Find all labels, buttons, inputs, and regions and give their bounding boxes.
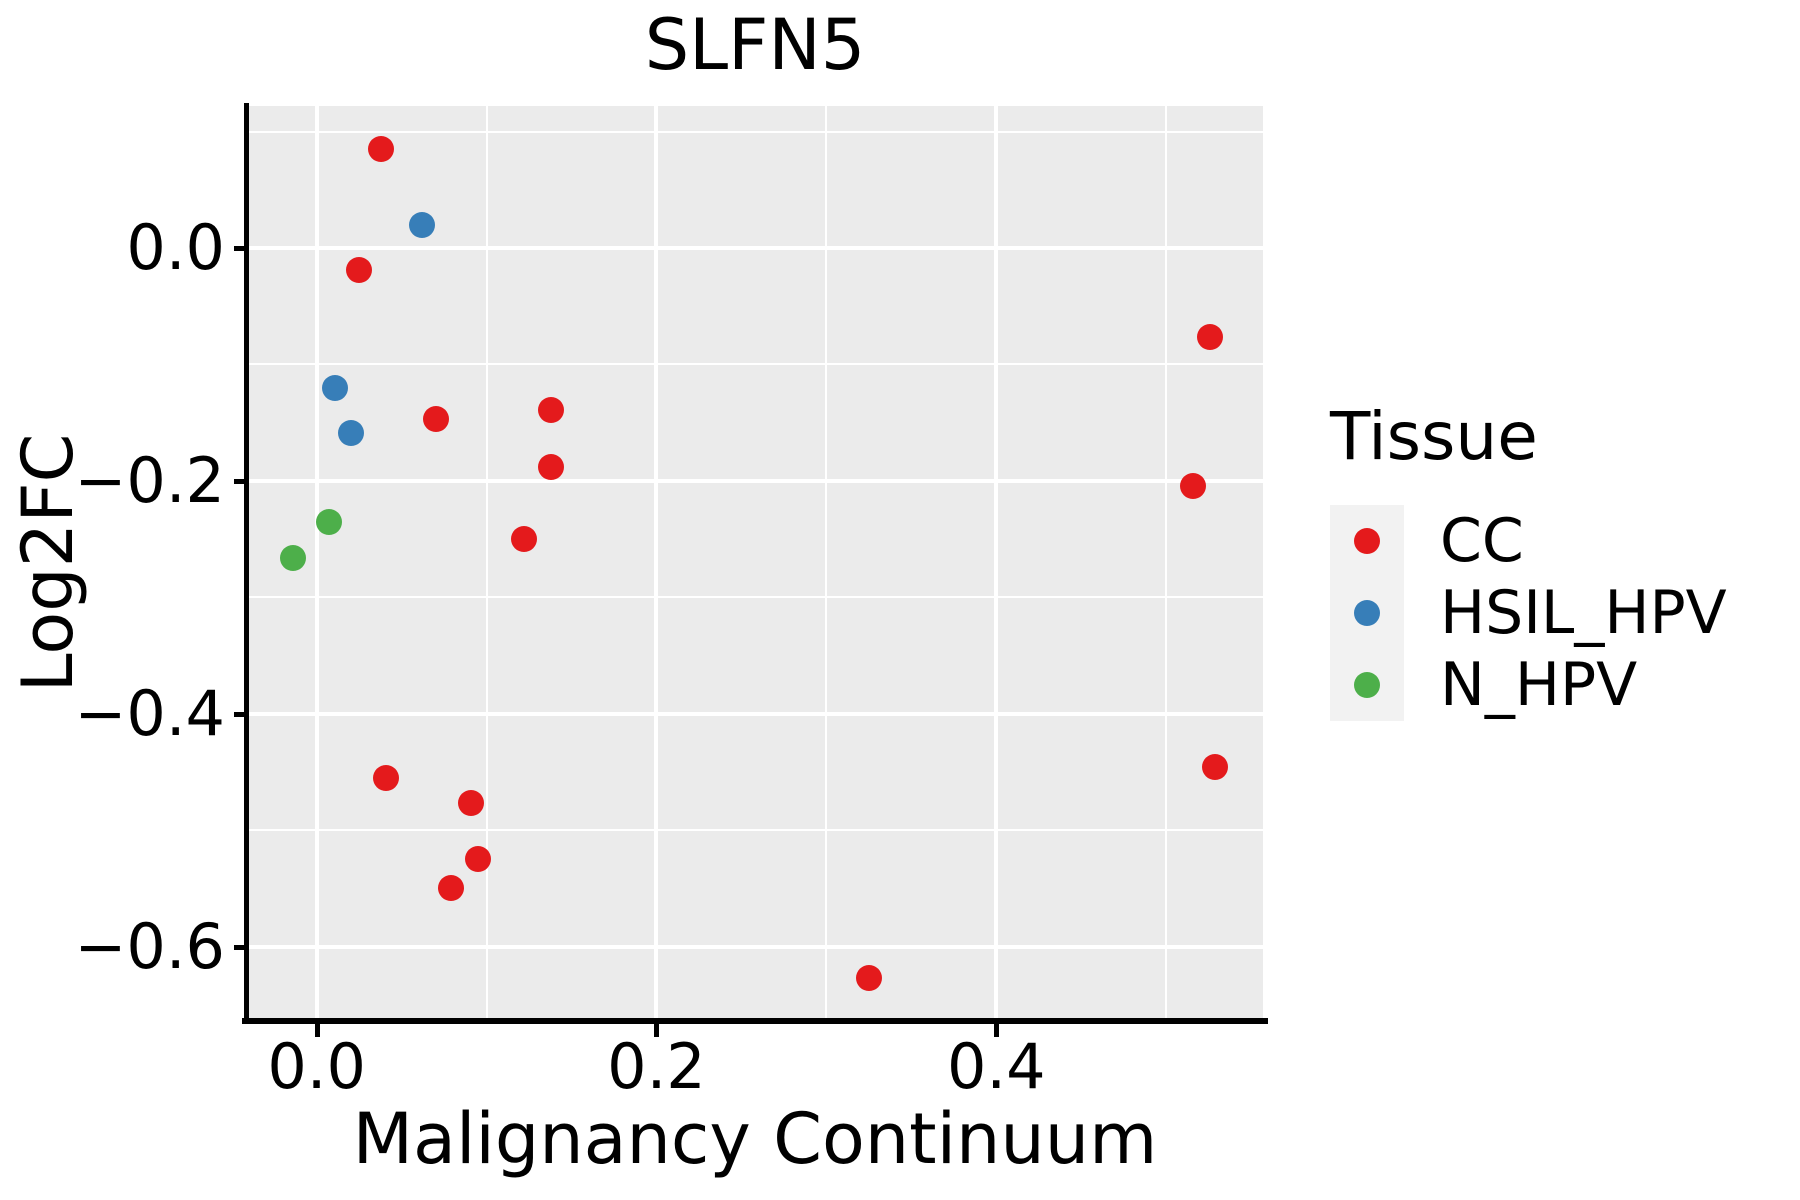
gridline-y-minor bbox=[247, 829, 1263, 832]
data-point-CC bbox=[346, 257, 373, 284]
x-tick-mark bbox=[654, 1024, 660, 1037]
x-tick-mark bbox=[994, 1024, 1000, 1037]
y-tick-mark bbox=[234, 478, 247, 484]
data-point-CC bbox=[855, 965, 882, 992]
gridline-x-major bbox=[314, 106, 319, 1020]
gridline-y-minor bbox=[247, 596, 1263, 599]
gridline-y-major bbox=[247, 944, 1263, 949]
legend-item-label: N_HPV bbox=[1440, 650, 1638, 720]
gridline-y-major bbox=[247, 711, 1263, 716]
gridline-y-minor bbox=[247, 130, 1263, 133]
gridline-x-minor bbox=[825, 106, 828, 1020]
gridline-y-major bbox=[247, 478, 1263, 483]
plot-panel bbox=[247, 106, 1263, 1020]
data-point-CC bbox=[437, 875, 464, 902]
data-point-HSIL_HPV bbox=[322, 374, 349, 401]
data-point-CC bbox=[373, 764, 400, 791]
legend-item-label: HSIL_HPV bbox=[1440, 578, 1727, 648]
legend-item-CC: CC bbox=[1330, 505, 1727, 577]
y-tick-label: −0.2 bbox=[74, 443, 225, 517]
gridline-x-major bbox=[994, 106, 999, 1020]
data-point-N_HPV bbox=[279, 544, 306, 571]
x-axis-line bbox=[242, 1018, 1268, 1024]
y-tick-mark bbox=[234, 711, 247, 717]
gridline-y-minor bbox=[247, 363, 1263, 366]
chart-title: SLFN5 bbox=[644, 4, 866, 86]
gridline-x-major bbox=[654, 106, 659, 1020]
data-point-CC bbox=[422, 406, 449, 433]
legend-item-N_HPV: N_HPV bbox=[1330, 649, 1727, 721]
gridline-y-major bbox=[247, 246, 1263, 251]
data-point-CC bbox=[1197, 323, 1224, 350]
y-tick-label: 0.0 bbox=[126, 211, 225, 285]
legend-key bbox=[1330, 649, 1404, 721]
x-tick-mark bbox=[314, 1024, 320, 1037]
x-tick-label: 0.0 bbox=[267, 1030, 366, 1103]
legend-dot-icon bbox=[1354, 600, 1380, 626]
data-point-CC bbox=[538, 396, 565, 423]
x-tick-label: 0.2 bbox=[607, 1030, 706, 1103]
legend-dot-icon bbox=[1354, 672, 1380, 698]
data-point-CC bbox=[465, 846, 492, 873]
legend: Tissue CC HSIL_HPV N_HPV bbox=[1330, 404, 1727, 721]
legend-key bbox=[1330, 577, 1404, 649]
legend-title: Tissue bbox=[1330, 398, 1538, 475]
data-point-CC bbox=[510, 526, 537, 553]
data-point-HSIL_HPV bbox=[408, 211, 435, 238]
y-axis-label: Log2FC bbox=[7, 433, 89, 693]
y-tick-label: −0.4 bbox=[74, 676, 225, 750]
gridline-x-minor bbox=[485, 106, 488, 1020]
data-point-N_HPV bbox=[315, 508, 342, 535]
gridline-x-minor bbox=[1165, 106, 1168, 1020]
legend-item-HSIL_HPV: HSIL_HPV bbox=[1330, 577, 1727, 649]
legend-key bbox=[1330, 505, 1404, 577]
data-point-CC bbox=[368, 136, 395, 163]
x-axis-label: Malignancy Continuum bbox=[352, 1098, 1158, 1180]
legend-dot-icon bbox=[1354, 528, 1380, 554]
legend-items: CC HSIL_HPV N_HPV bbox=[1330, 505, 1727, 721]
y-tick-mark bbox=[234, 944, 247, 950]
y-tick-mark bbox=[234, 246, 247, 252]
data-point-CC bbox=[458, 790, 485, 817]
y-axis-line bbox=[244, 103, 249, 1024]
data-point-CC bbox=[1202, 754, 1229, 781]
x-tick-label: 0.4 bbox=[946, 1030, 1046, 1103]
data-point-HSIL_HPV bbox=[337, 420, 364, 447]
data-point-CC bbox=[1180, 472, 1207, 499]
data-point-CC bbox=[538, 453, 565, 480]
legend-item-label: CC bbox=[1440, 506, 1524, 576]
y-tick-label: −0.6 bbox=[74, 909, 225, 983]
